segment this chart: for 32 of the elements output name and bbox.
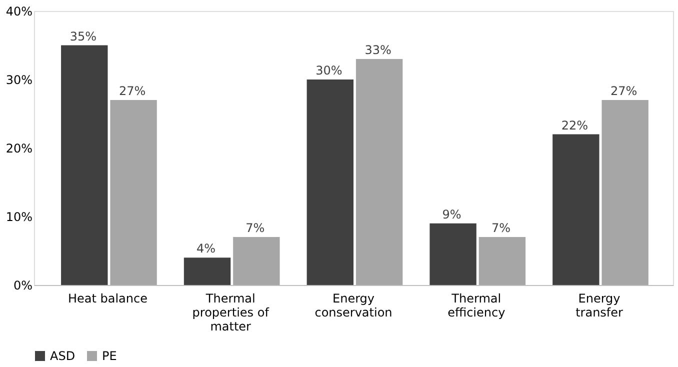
legend-label: ASD: [50, 349, 76, 363]
x-tick-label: Thermal efficiency: [448, 292, 506, 320]
y-tick-label: 0%: [13, 278, 32, 292]
x-tick-label: Energy conservation: [314, 292, 392, 320]
y-tick-label: 40%: [6, 4, 32, 18]
bar: [233, 237, 280, 285]
x-tick-label: Heat balance: [68, 292, 148, 306]
legend-label: PE: [102, 349, 117, 363]
bar: [430, 223, 476, 285]
bar: [552, 134, 600, 285]
data-label: 27%: [610, 84, 638, 98]
bar: [184, 258, 231, 285]
bar: [306, 80, 354, 285]
data-label: 22%: [561, 118, 588, 132]
bar: [478, 237, 526, 285]
data-label: 27%: [118, 84, 146, 98]
data-label: 7%: [246, 221, 265, 236]
y-tick-label: 30%: [6, 73, 32, 87]
bar: [110, 100, 157, 285]
y-tick-label: 10%: [6, 210, 32, 224]
bar: [356, 58, 403, 285]
bar: [602, 100, 648, 285]
x-tick-label: Thermal properties of matter: [192, 292, 270, 334]
y-tick-label: 20%: [6, 142, 32, 156]
data-label: 7%: [491, 221, 510, 236]
data-label: 4%: [196, 242, 216, 256]
x-tick-label: Energy transfer: [576, 292, 624, 320]
data-label: 35%: [70, 29, 96, 44]
data-label: 30%: [316, 64, 342, 78]
bar: [61, 45, 108, 285]
data-label: 33%: [364, 42, 392, 57]
data-label: 9%: [442, 207, 462, 222]
